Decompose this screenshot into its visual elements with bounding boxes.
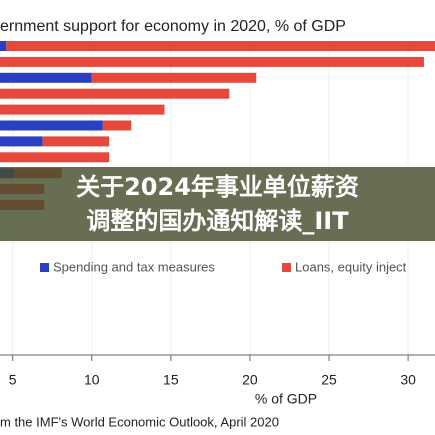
bar-segment xyxy=(0,104,165,115)
x-axis-label: % of GDP xyxy=(255,391,317,407)
x-tick-label: 20 xyxy=(242,372,258,388)
overlay-line: 调整的国办通知解读_IIT xyxy=(86,207,349,235)
bar-segment xyxy=(0,72,92,83)
legend-label: Loans, equity inject xyxy=(295,259,407,274)
x-tick-label: 30 xyxy=(400,372,416,388)
legend-swatch xyxy=(40,263,49,272)
overlay-banner: 关于2024年事业单位薪资 调整的国办通知解读_IIT xyxy=(0,167,435,241)
legend-swatch xyxy=(282,263,291,272)
overlay-line: 关于2024年事业单位薪资 xyxy=(76,173,359,201)
x-tick-label: 5 xyxy=(9,372,17,388)
x-tick-label: 15 xyxy=(163,372,179,388)
bar-segment xyxy=(102,120,132,131)
bar-segment xyxy=(91,72,257,83)
bar-segment xyxy=(0,152,110,163)
bar-segment xyxy=(0,120,103,131)
bar-segment xyxy=(0,56,424,67)
bar-segment xyxy=(0,88,230,99)
x-tick-label: 10 xyxy=(84,372,100,388)
bar-segment xyxy=(42,136,110,147)
source-note: m the IMF's World Economic Outlook, Apri… xyxy=(0,414,279,429)
bar-segment xyxy=(6,41,435,51)
bar-segment xyxy=(0,41,7,51)
bar-segment xyxy=(0,136,43,147)
x-tick-label: 25 xyxy=(321,372,337,388)
legend-label: Spending and tax measures xyxy=(53,259,215,274)
chart-title: ernment support for economy in 2020, % o… xyxy=(0,18,346,35)
